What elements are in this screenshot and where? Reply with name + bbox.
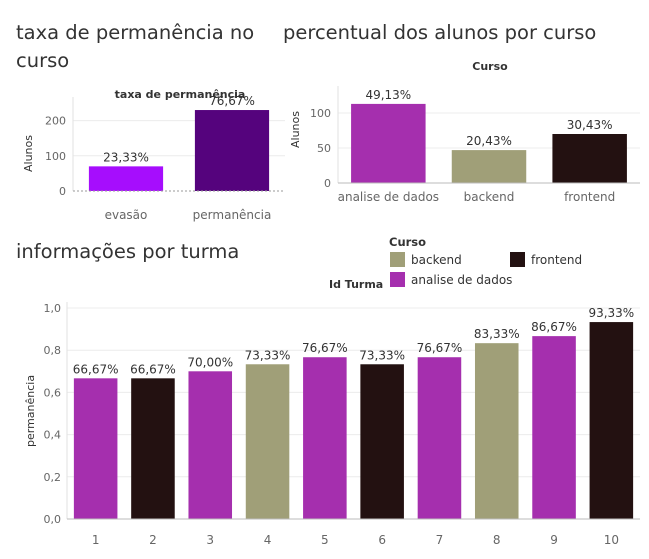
class-data-label: 73,33%	[245, 348, 291, 362]
class-bar	[360, 364, 404, 519]
legend-label-frontend: frontend	[531, 252, 583, 267]
legend-label-analise: analise de dados	[411, 272, 513, 287]
retention-x-tick-label: evasão	[105, 208, 148, 222]
class-x-tick-label: 9	[550, 533, 558, 547]
legend-swatch-frontend	[510, 252, 525, 267]
percent-sheet-title: percentual dos alunos por curso	[283, 21, 597, 44]
retention-x-tick-label: permanência	[193, 208, 272, 222]
class-bar	[589, 322, 634, 519]
retention-chart-title: taxa de permanência	[114, 88, 246, 101]
class-bar	[417, 357, 462, 519]
classes-sheet-title: informações por turma	[16, 240, 240, 263]
class-x-tick-label: 10	[604, 533, 619, 547]
class-bar	[532, 336, 576, 519]
class-data-label: 70,00%	[187, 355, 233, 369]
class-y-tick-label: 1,0	[44, 302, 62, 315]
retention-y-tick-label: 200	[45, 115, 66, 128]
class-x-tick-label: 6	[378, 533, 386, 547]
class-x-tick-label: 7	[436, 533, 444, 547]
course-chart-title: Curso	[472, 60, 508, 73]
class-y-tick-label: 0,6	[44, 386, 62, 399]
class-chart-title: Id Turma	[329, 278, 384, 291]
retention-data-label: 76,67%	[209, 94, 255, 108]
retention-bar	[88, 166, 164, 191]
course-bar	[552, 134, 627, 183]
course-x-tick-label: backend	[464, 190, 515, 204]
class-data-label: 86,67%	[531, 320, 577, 334]
class-data-label: 83,33%	[474, 327, 520, 341]
legend-swatch-analise	[390, 272, 405, 287]
course-x-tick-label: frontend	[564, 190, 615, 204]
class-x-tick-label: 4	[264, 533, 272, 547]
class-bar	[131, 378, 175, 519]
legend-item-frontend[interactable]: frontend	[510, 252, 582, 267]
retention-y-tick-label: 100	[45, 150, 66, 163]
legend-item-backend[interactable]: backend	[390, 252, 462, 267]
course-data-label: 49,13%	[365, 88, 411, 102]
course-y-tick-label: 0	[324, 177, 331, 190]
class-bar	[245, 364, 290, 519]
class-y-tick-label: 0,0	[44, 513, 62, 526]
legend-label-backend: backend	[411, 252, 462, 267]
class-x-tick-label: 1	[92, 533, 100, 547]
class-data-label: 76,67%	[417, 341, 463, 355]
class-bar	[188, 371, 233, 519]
class-data-label: 76,67%	[302, 341, 348, 355]
course-bar	[451, 150, 527, 183]
class-y-tick-label: 0,4	[44, 429, 62, 442]
course-y-tick-label: 50	[317, 142, 331, 155]
class-data-label: 66,67%	[130, 362, 176, 376]
legend-title: Curso	[389, 235, 427, 249]
course-data-label: 30,43%	[567, 118, 613, 132]
class-data-label: 73,33%	[359, 348, 405, 362]
class-y-tick-label: 0,2	[44, 471, 62, 484]
class-bar	[73, 378, 118, 519]
class-x-tick-label: 2	[149, 533, 157, 547]
retention-bar	[194, 110, 270, 191]
class-x-tick-label: 8	[493, 533, 501, 547]
retention-data-label: 23,33%	[103, 150, 149, 164]
class-data-label: 93,33%	[588, 306, 634, 320]
class-x-tick-label: 3	[206, 533, 214, 547]
legend-swatch-backend	[390, 252, 405, 267]
class-bar	[474, 343, 519, 519]
class-y-tick-label: 0,8	[44, 344, 62, 357]
course-x-tick-label: analise de dados	[338, 190, 439, 204]
class-bar	[303, 357, 347, 519]
legend-item-analise[interactable]: analise de dados	[390, 272, 512, 287]
course-y-tick-label: 100	[310, 107, 331, 120]
retention-y-tick-label: 0	[59, 185, 66, 198]
retention-sheet-title: taxa de permanência no curso	[16, 21, 255, 72]
course-bar	[351, 103, 426, 183]
class-x-tick-label: 5	[321, 533, 329, 547]
class-data-label: 66,67%	[73, 362, 119, 376]
course-data-label: 20,43%	[466, 134, 512, 148]
